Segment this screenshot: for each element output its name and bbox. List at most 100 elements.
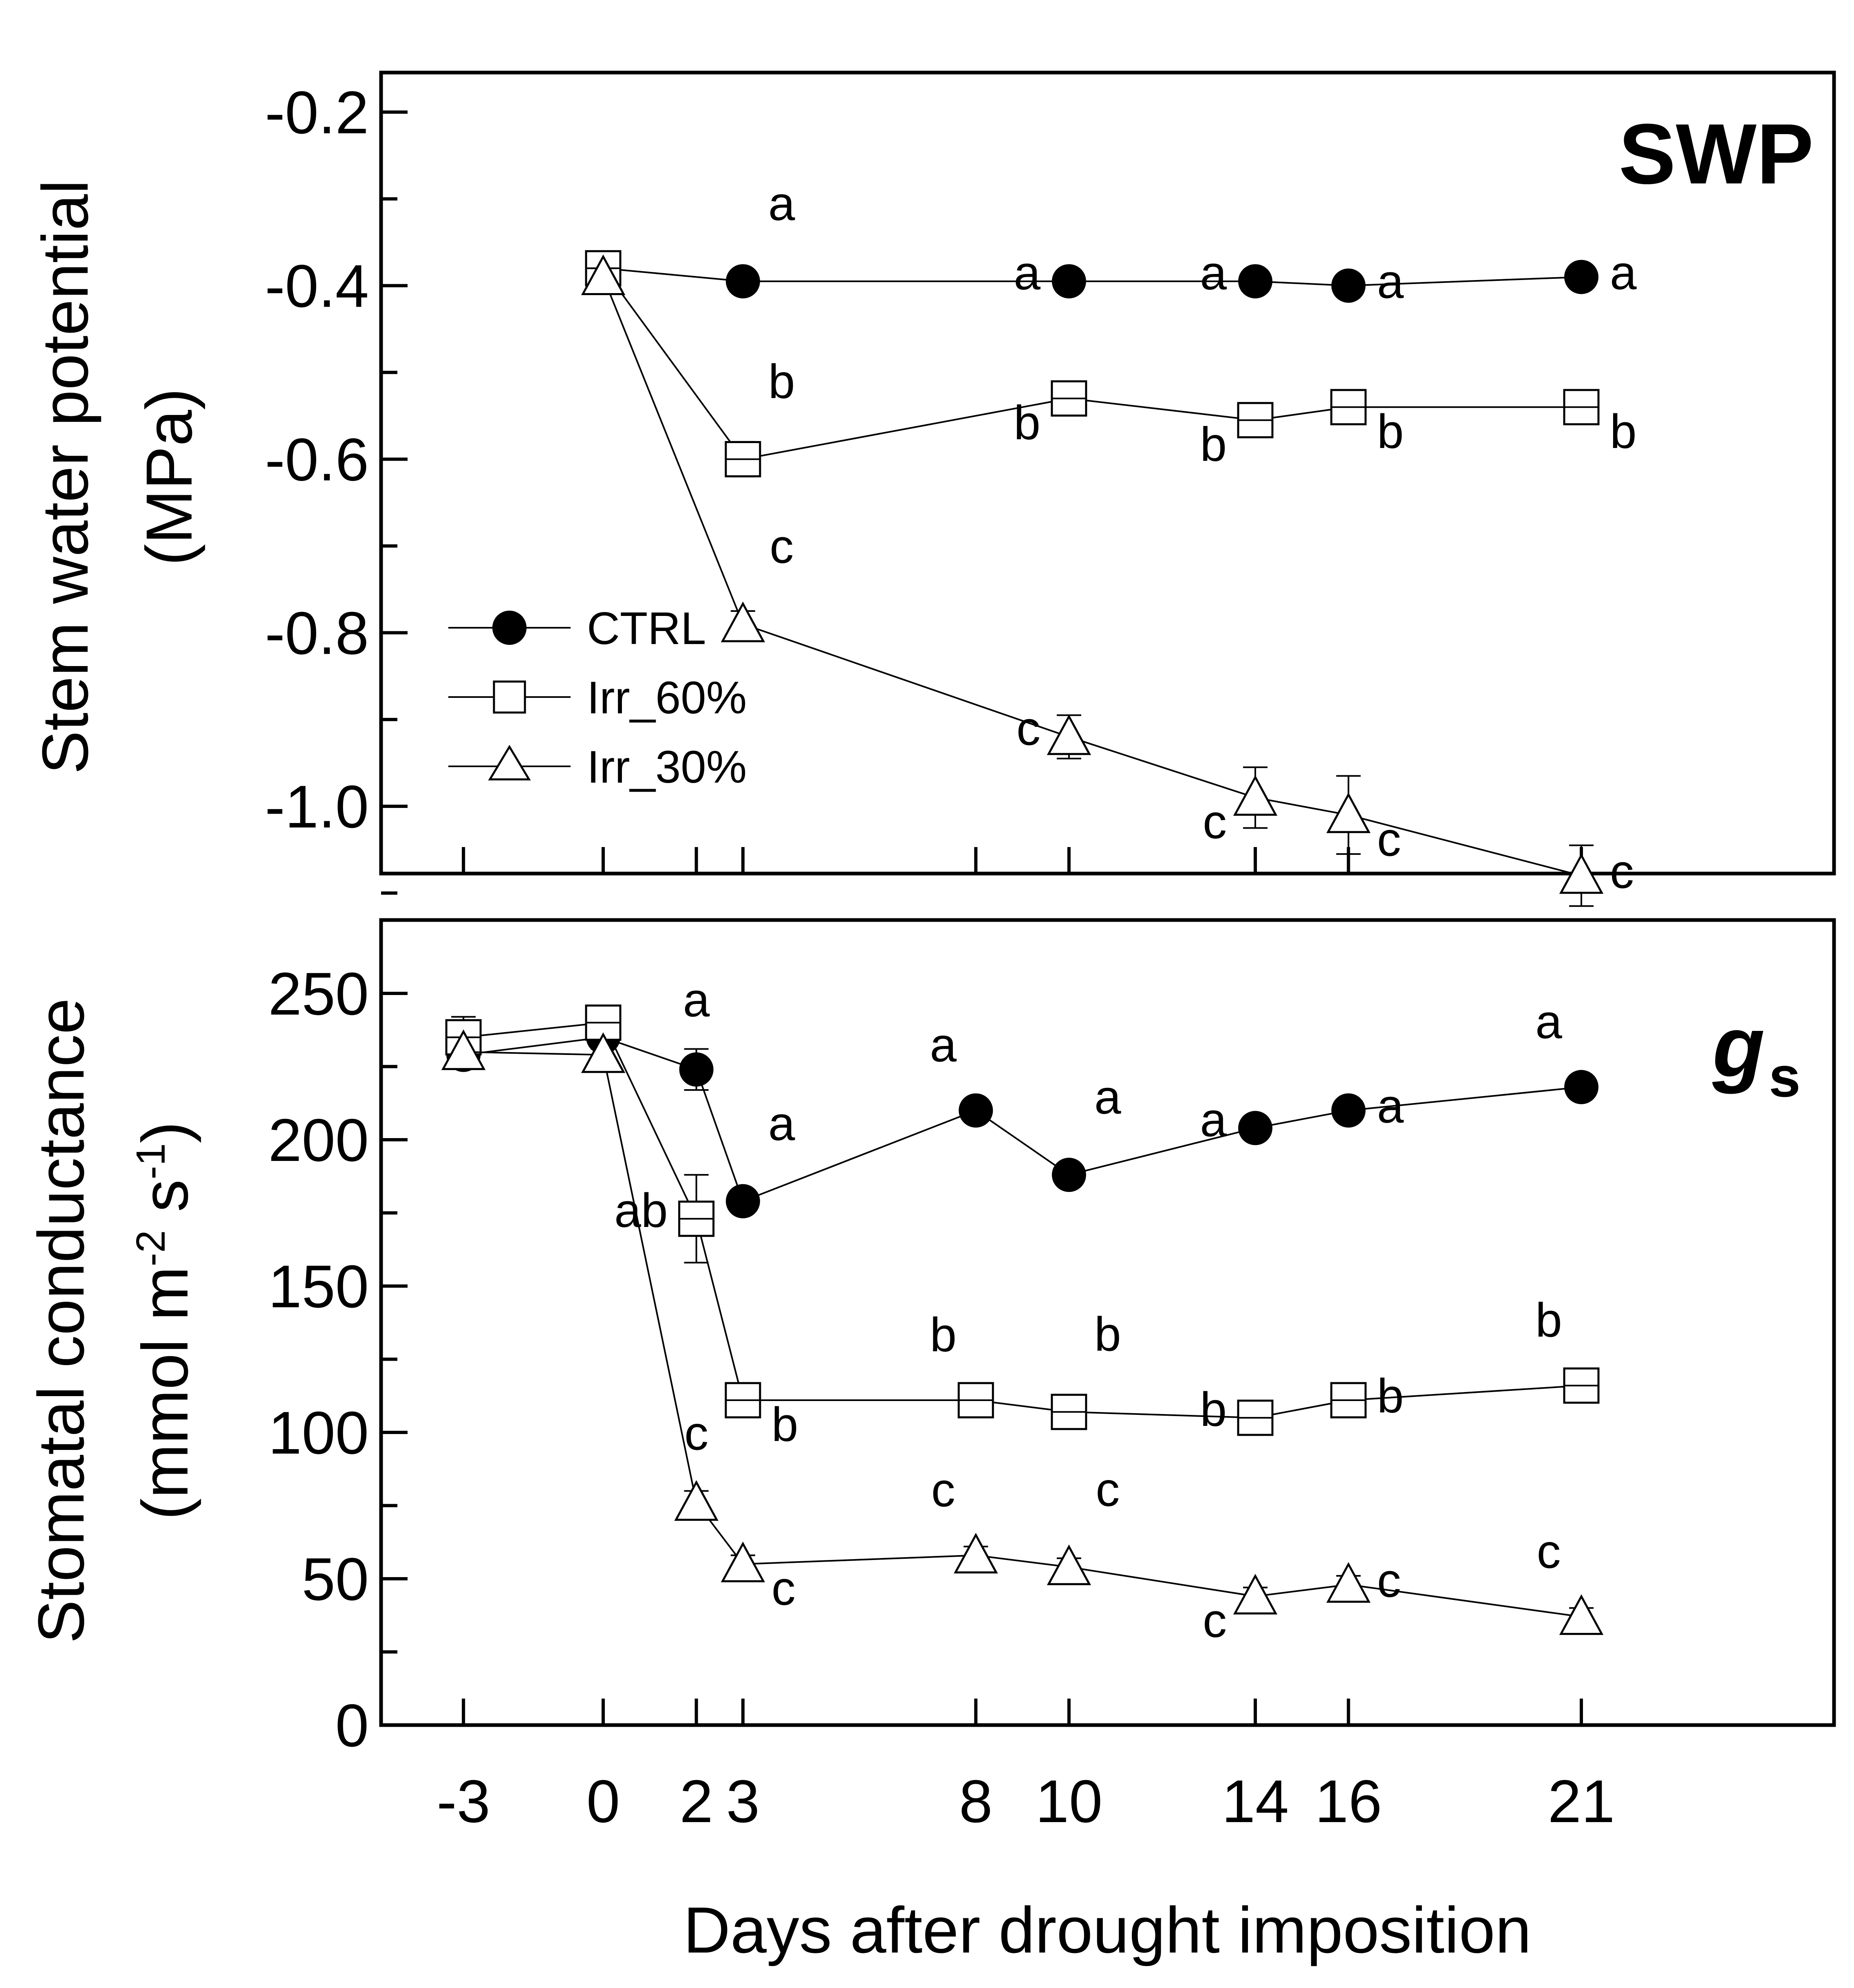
gs-point-irr30 [581,1032,626,1073]
swp-point-irr30 [581,254,626,295]
gs-unit-sup1: -2 [128,1230,174,1266]
gs-letter-ctrl: a [768,1097,795,1151]
swp-significance-letters: a a a a a b b b b b c c c c c [768,177,1637,898]
gs-letter-irr30: c [684,1406,708,1460]
legend-square-marker [493,680,526,714]
x-tick-label: 10 [1036,1768,1103,1835]
swp-letter-irr30: c [1016,702,1041,756]
gs-point-irr30 [674,1480,719,1521]
gs-panel-title-main: g [1712,999,1765,1094]
gs-point-ctrl [1564,1070,1598,1104]
swp-point-ctrl [1238,264,1272,299]
gs-letter-irr60: b [772,1398,798,1452]
gs-letter-irr60: ab [614,1184,668,1238]
swp-letter-irr30: c [1610,845,1634,898]
gs-letter-ctrl: a [1535,995,1562,1049]
swp-line-irr60 [602,267,1581,460]
legend-circle-marker [492,611,527,645]
gs-y-tick-label: 0 [335,1692,369,1759]
gs-point-irr30 [1047,1545,1091,1585]
gs-y-tick-label: 100 [268,1399,369,1467]
x-tick-label: 8 [959,1768,992,1835]
x-tick-label: 21 [1548,1768,1615,1835]
gs-y-tick-label: 200 [268,1107,369,1174]
x-tick-label: 0 [586,1768,620,1835]
gs-panel-title-subscript: s [1769,1045,1801,1109]
gs-letter-irr60: b [1200,1383,1227,1436]
swp-y-tick-label: -0.2 [265,79,369,146]
gs-letter-irr30: c [1096,1463,1120,1516]
x-tick-label: 14 [1222,1768,1289,1835]
swp-letter-irr30: c [1377,812,1401,866]
swp-y-tick-label: -0.8 [265,600,369,667]
gs-y-axis-title: Stomatal conductance [24,998,97,1643]
gs-series-group [441,1004,1604,1635]
gs-letter-irr30: c [1377,1553,1401,1607]
gs-letter-irr60: b [1094,1308,1121,1361]
swp-y-tick-label: -0.4 [265,253,369,320]
gs-point-irr30 [1559,1594,1604,1635]
swp-point-irr30 [1326,792,1371,833]
gs-letter-irr30: c [772,1562,796,1615]
gs-y-axis: 0 50 100 150 200 250 [268,960,408,1759]
gs-unit-part1: (mmol m [128,1266,201,1520]
gs-panel-title: g s [1712,999,1801,1109]
legend-label-irr30: Irr_30% [587,741,747,792]
x-tick-label: 3 [726,1768,760,1835]
gs-letter-ctrl: a [1377,1079,1404,1133]
gs-y-tick-label: 150 [268,1253,369,1320]
gs-letter-irr30: c [931,1463,955,1517]
gs-point-ctrl [679,1052,714,1087]
swp-letter-irr60: b [1610,405,1637,459]
gs-plot-frame [379,918,1836,1727]
swp-point-ctrl [1052,264,1086,299]
gs-y-axis-unit: (mmol m-2 s-1) [128,1121,201,1520]
gs-point-ctrl [1238,1111,1272,1145]
gs-point-irr30 [1326,1562,1371,1603]
swp-point-ctrl [1331,268,1366,303]
gs-letter-ctrl: a [1094,1070,1121,1124]
gs-x-axis: -3 0 2 3 8 10 14 16 21 [436,1699,1615,1835]
swp-panel-title: SWP [1619,106,1814,202]
legend-triangle-marker [488,745,531,781]
swp-plot-frame [379,71,1836,876]
legend: CTRL Irr_60% Irr_30% [448,603,747,792]
x-tick-label: 16 [1315,1768,1382,1835]
gs-point-irr30 [954,1533,998,1574]
gs-unit-part3: ) [128,1121,201,1143]
swp-point-irr30 [1559,853,1604,894]
swp-letter-ctrl: a [768,177,795,231]
x-tick-label: 2 [679,1768,713,1835]
swp-letter-irr60: b [1377,405,1404,459]
swp-series-group [581,250,1604,907]
gs-letter-irr30: c [1537,1525,1561,1578]
gs-point-ctrl [1331,1093,1366,1128]
gs-point-ctrl [959,1093,993,1128]
swp-panel: -0.2 -0.4 -0.6 -0.8 -1.0 a a a a a b b b b b c c c c c SWP… [29,71,1836,907]
swp-letter-irr30: c [1203,795,1227,849]
gs-point-ctrl [1052,1158,1086,1192]
gs-unit-part2: s [128,1179,201,1230]
swp-line-ctrl [603,267,1582,287]
swp-point-irr30 [1233,775,1278,816]
swp-point-irr30 [1047,714,1091,755]
swp-point-ctrl [1564,260,1598,294]
swp-letter-ctrl: a [1200,246,1227,300]
legend-item-irr60: Irr_60% [448,672,747,723]
gs-letter-ctrl: a [930,1018,957,1072]
swp-y-tick-label: -0.6 [265,426,369,494]
swp-letter-ctrl: a [1377,255,1404,309]
legend-item-irr30: Irr_30% [448,741,747,792]
swp-letter-irr60: b [768,355,795,409]
gs-letter-ctrl: a [1200,1093,1227,1147]
legend-label-irr60: Irr_60% [587,672,747,723]
gs-letter-ctrl: a [683,973,710,1027]
swp-y-axis: -0.2 -0.4 -0.6 -0.8 -1.0 [265,79,408,895]
swp-letter-ctrl: a [1014,246,1041,300]
gs-unit-sup2: -1 [128,1143,174,1179]
swp-line-irr30 [602,276,1582,877]
swp-letter-irr60: b [1014,396,1041,450]
swp-point-ctrl [725,264,760,299]
